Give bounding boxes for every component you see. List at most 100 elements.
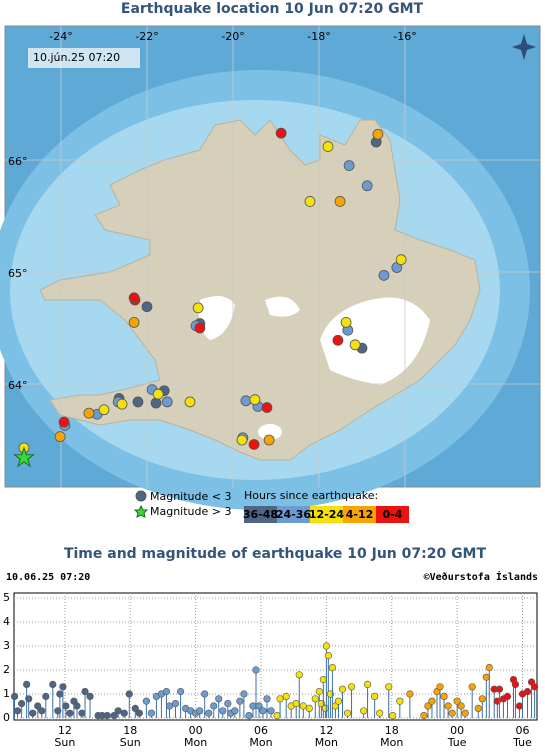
stem-dot: [376, 709, 384, 717]
stem-dot: [147, 709, 155, 717]
stem-dot: [59, 683, 67, 691]
legend-swatch: [376, 506, 409, 523]
stem-dot: [162, 687, 171, 696]
stem-dot: [86, 692, 94, 701]
quake: [236, 434, 248, 446]
stem-dot: [267, 707, 275, 715]
stem-dot: [196, 707, 204, 715]
quake: [275, 127, 287, 139]
stem-dot: [311, 695, 319, 703]
quake: [340, 316, 352, 328]
stem-dot: [385, 683, 393, 691]
stem-dot: [305, 704, 313, 713]
stem-dot: [49, 680, 57, 689]
map-layer: -24° -22° -20° -18° -16° 66° 65° 64°: [5, 26, 540, 487]
x-tick-label: 18: [123, 724, 137, 737]
lon-tick-label: -18°: [307, 30, 330, 43]
stem-dot: [292, 699, 300, 708]
stem-dot: [273, 711, 281, 720]
y-tick-label: 3: [3, 639, 10, 652]
stem-dot: [176, 687, 185, 696]
stem-dot: [245, 711, 253, 720]
stem-dot: [315, 687, 323, 696]
stem-dot: [165, 702, 174, 710]
legend-hours-title: Hours since earthquake:: [244, 489, 378, 502]
stem-dot: [18, 699, 26, 708]
stem-dot: [255, 702, 263, 710]
stem-dot: [424, 702, 432, 710]
lat-tick-label: 65°: [8, 267, 28, 280]
quake: [132, 396, 144, 408]
legend-label: 4-12: [346, 508, 374, 521]
stem-dot: [263, 695, 271, 703]
quake: [184, 396, 196, 408]
stem-dot: [396, 697, 404, 705]
quake: [361, 180, 373, 192]
stem-dot: [389, 711, 397, 720]
legend-swatch: [277, 506, 310, 523]
stem-dot: [135, 709, 143, 717]
quake: [54, 431, 66, 443]
stem-dot: [338, 685, 347, 693]
legend-small-icon: [135, 490, 147, 502]
x-day-label: Sun: [120, 736, 141, 749]
stem-dot: [321, 704, 330, 713]
stem-dot: [276, 695, 284, 703]
quake: [192, 302, 204, 314]
stem-dot: [114, 707, 122, 715]
y-tick-label: 5: [3, 591, 10, 604]
stem-dot: [23, 680, 31, 689]
quake: [161, 396, 173, 408]
x-day-label: Sun: [54, 736, 75, 749]
quake: [83, 407, 95, 419]
stem-dot: [420, 711, 428, 720]
stem-dot: [515, 702, 524, 710]
legend-swatch: [244, 506, 277, 523]
legend-large: Magnitude > 3: [150, 505, 232, 518]
quake: [98, 404, 110, 416]
x-tick-label: 06: [254, 724, 268, 737]
quake: [395, 254, 407, 266]
legend-label: 12-24: [309, 508, 345, 521]
stem-dot: [42, 692, 50, 701]
map-title: Earthquake location 10 Jun 07:20 GMT: [121, 1, 424, 17]
quake: [334, 196, 346, 207]
stem-dot: [444, 702, 452, 710]
stem-dot: [25, 695, 33, 703]
x-day-label: Tue: [512, 736, 532, 749]
x-day-label: Mon: [380, 736, 403, 749]
stem-dot: [531, 683, 539, 691]
map: -24° -22° -20° -18° -16° 66° 65° 64° 10.jún.25 …: [0, 25, 541, 510]
stem-dot: [478, 695, 486, 703]
legend-label: 36-48: [243, 508, 278, 521]
stem-dot: [231, 707, 239, 715]
quake: [152, 388, 164, 400]
lon-tick-label: -20°: [221, 30, 244, 43]
stem-dot: [324, 651, 332, 660]
quake: [372, 128, 384, 140]
lon-tick-label: -22°: [135, 30, 158, 43]
x-day-label: Mon: [249, 736, 272, 749]
stem-dot: [210, 702, 218, 710]
stem-dot: [319, 675, 327, 684]
stem-dot: [482, 673, 490, 681]
quake: [322, 141, 334, 152]
stem-dot: [81, 687, 89, 696]
stem-dot: [503, 692, 512, 701]
x-day-label: Mon: [184, 736, 207, 749]
legend-large-icon: [133, 504, 149, 518]
lon-tick-label: -24°: [49, 30, 72, 43]
legend-swatch: [310, 506, 343, 523]
stem-dot: [29, 709, 37, 717]
x-tick-label: 00: [189, 724, 203, 737]
quake: [349, 339, 361, 351]
stem-dot: [125, 690, 133, 698]
stem-dot: [252, 666, 260, 674]
quake: [150, 397, 162, 409]
legend-swatch: [343, 506, 376, 523]
x-tick-label: 12: [319, 724, 333, 737]
stem-dot: [215, 695, 223, 703]
